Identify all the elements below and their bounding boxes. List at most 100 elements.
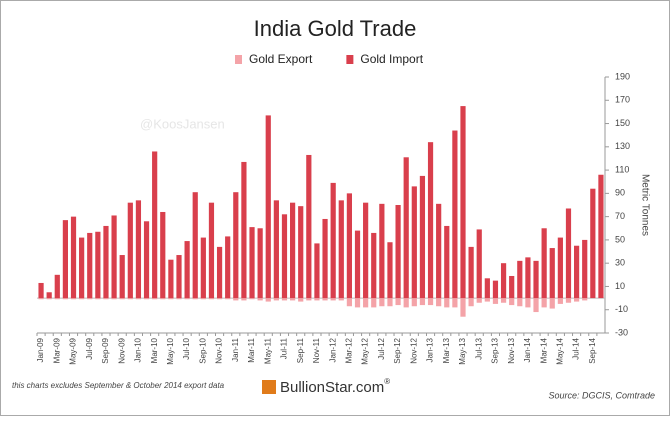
x-tick-label: Sep-11 xyxy=(296,337,305,363)
bar xyxy=(322,218,328,299)
bar xyxy=(54,274,60,299)
bar xyxy=(119,298,125,300)
y-tick-label: 70 xyxy=(615,211,625,221)
bar xyxy=(354,298,361,308)
bar xyxy=(541,228,547,299)
bar xyxy=(444,225,450,299)
bar xyxy=(460,106,466,299)
bar xyxy=(152,151,158,299)
bar xyxy=(257,228,263,299)
x-tick-label: Jan-12 xyxy=(328,337,337,362)
legend-swatch xyxy=(346,55,354,64)
bar xyxy=(127,202,133,299)
bar xyxy=(87,232,93,299)
x-tick-label: Sep-13 xyxy=(491,337,500,363)
x-tick-label: Jan-13 xyxy=(426,337,435,362)
y-tick-label: 190 xyxy=(615,71,630,81)
bar xyxy=(363,298,369,308)
bar xyxy=(192,192,198,299)
bar xyxy=(306,154,312,299)
bar xyxy=(135,298,142,300)
x-tick-label: Mar-14 xyxy=(539,337,548,363)
x-tick-label: May-10 xyxy=(166,337,175,364)
bar xyxy=(111,298,117,300)
x-tick-label: Sep-09 xyxy=(101,337,110,363)
bar xyxy=(533,260,539,299)
x-tick-label: May-14 xyxy=(555,337,564,364)
x-tick-label: Jan-11 xyxy=(231,337,240,361)
chart-title: India Gold Trade xyxy=(254,16,417,41)
bar xyxy=(565,208,572,299)
bar xyxy=(143,221,150,299)
bar xyxy=(314,243,320,299)
bar xyxy=(168,259,174,299)
bar xyxy=(225,298,231,300)
bar xyxy=(525,257,531,299)
bar xyxy=(468,246,474,299)
bar xyxy=(233,192,239,299)
x-tick-label: Jul-11 xyxy=(280,337,289,359)
bar xyxy=(346,193,352,299)
bar xyxy=(379,298,385,307)
footnote: this charts excludes September & October… xyxy=(12,381,225,390)
legend-swatch xyxy=(235,55,242,64)
bar xyxy=(176,255,182,299)
bar xyxy=(354,230,361,299)
bar xyxy=(346,298,352,307)
bar xyxy=(119,255,125,299)
bar xyxy=(249,227,255,299)
bar xyxy=(87,298,93,300)
source: Source: DGCIS, Comtrade xyxy=(548,390,655,400)
bar xyxy=(476,229,482,299)
bar xyxy=(509,298,515,306)
x-tick-label: May-09 xyxy=(69,337,78,364)
x-tick-label: Sep-12 xyxy=(393,337,402,363)
bar xyxy=(298,206,304,299)
x-tick-label: Jan-10 xyxy=(134,337,143,362)
bar xyxy=(500,298,507,303)
x-tick-label: Jul-09 xyxy=(85,337,94,359)
bar xyxy=(444,298,450,308)
bar xyxy=(273,200,279,299)
bar xyxy=(281,298,288,301)
bar xyxy=(492,280,499,299)
bar xyxy=(403,157,409,299)
logo-mark: ® xyxy=(384,377,390,386)
bar xyxy=(460,298,466,317)
bar xyxy=(38,298,44,300)
y-tick-label: -30 xyxy=(615,327,628,337)
bar xyxy=(135,200,142,299)
bar xyxy=(492,298,499,304)
bar xyxy=(395,205,401,299)
bar xyxy=(257,298,263,301)
bar xyxy=(176,298,182,300)
bar xyxy=(54,298,60,300)
bar xyxy=(95,231,101,299)
x-tick-label: May-13 xyxy=(458,337,467,364)
logo: BullionStar.com® xyxy=(280,377,390,396)
bar xyxy=(298,298,304,302)
bar xyxy=(79,298,85,300)
bar xyxy=(419,175,426,299)
bar xyxy=(200,237,206,299)
x-tick-label: Jul-13 xyxy=(474,337,483,359)
y-tick-label: 90 xyxy=(615,188,625,198)
bar xyxy=(70,216,77,299)
bar xyxy=(338,200,344,299)
bar xyxy=(46,292,52,299)
x-tick-label: Jul-12 xyxy=(377,337,386,359)
x-tick-label: Jan-09 xyxy=(36,337,45,362)
bar xyxy=(241,161,247,299)
bar xyxy=(371,298,377,308)
bar xyxy=(517,298,523,307)
bar xyxy=(192,298,198,300)
bar xyxy=(436,203,442,299)
y-tick-label: 110 xyxy=(615,164,629,174)
bar xyxy=(427,142,434,299)
bar xyxy=(62,298,68,300)
bar xyxy=(427,298,434,306)
bar xyxy=(387,298,393,307)
bar xyxy=(241,298,247,301)
bar xyxy=(281,214,288,299)
bar xyxy=(363,202,369,299)
